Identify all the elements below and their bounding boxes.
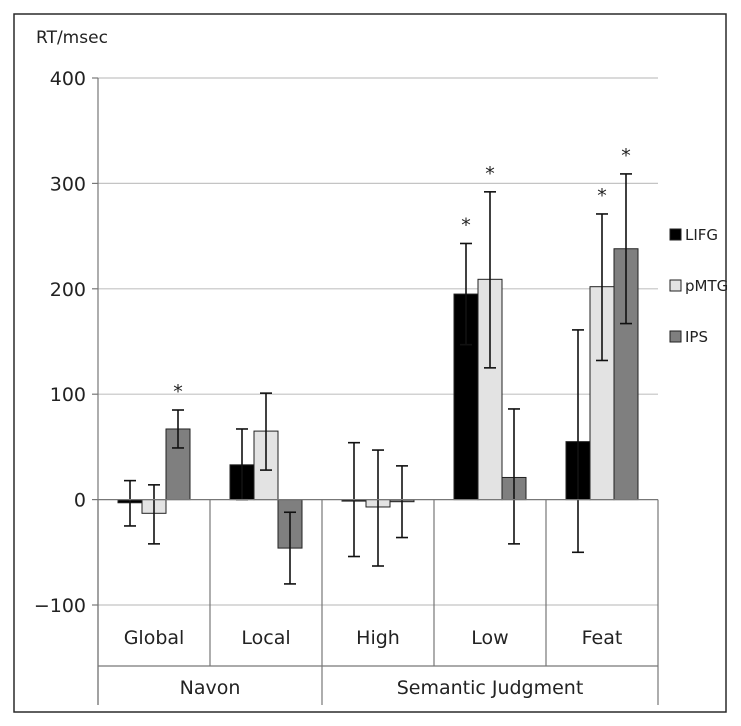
gridlines	[98, 77, 658, 606]
y-tick-label: 0	[74, 490, 86, 512]
group-label: Semantic Judgment	[397, 677, 584, 699]
y-tick-label: 300	[50, 173, 86, 195]
category-label: Local	[241, 627, 290, 649]
legend-swatch	[669, 330, 682, 343]
y-tick-label: 400	[50, 68, 86, 90]
legend-swatch	[669, 279, 682, 292]
significance-star: *	[485, 163, 495, 185]
x-axis-labels: Global Local High Low Feat Navon Semantic Judg…	[124, 627, 623, 699]
significance-star: *	[461, 214, 471, 236]
legend-label: LIFG	[685, 226, 718, 244]
bar-ips	[613, 248, 639, 501]
y-axis-title: RT/msec	[36, 28, 108, 48]
axes	[97, 78, 659, 705]
significance-star: *	[173, 381, 183, 403]
error-bars	[124, 173, 632, 585]
category-label: Feat	[582, 627, 623, 649]
legend-swatch	[669, 228, 682, 241]
group-label: Navon	[180, 677, 241, 699]
y-tick-label: 200	[50, 279, 86, 301]
y-tick-label: −100	[34, 595, 86, 617]
category-label: Low	[471, 627, 508, 649]
significance-star: *	[597, 185, 607, 207]
y-tick-labels: −100 0 100 200 300 400	[34, 68, 98, 617]
category-label: Global	[124, 627, 185, 649]
y-tick-label: 100	[50, 384, 86, 406]
legend: LIFG pMTG IPS	[669, 226, 728, 346]
significance-markers: * * * * *	[173, 145, 631, 403]
significance-star: *	[621, 145, 631, 167]
category-label: High	[356, 627, 400, 649]
legend-label: IPS	[685, 328, 708, 346]
legend-label: pMTG	[685, 277, 728, 295]
